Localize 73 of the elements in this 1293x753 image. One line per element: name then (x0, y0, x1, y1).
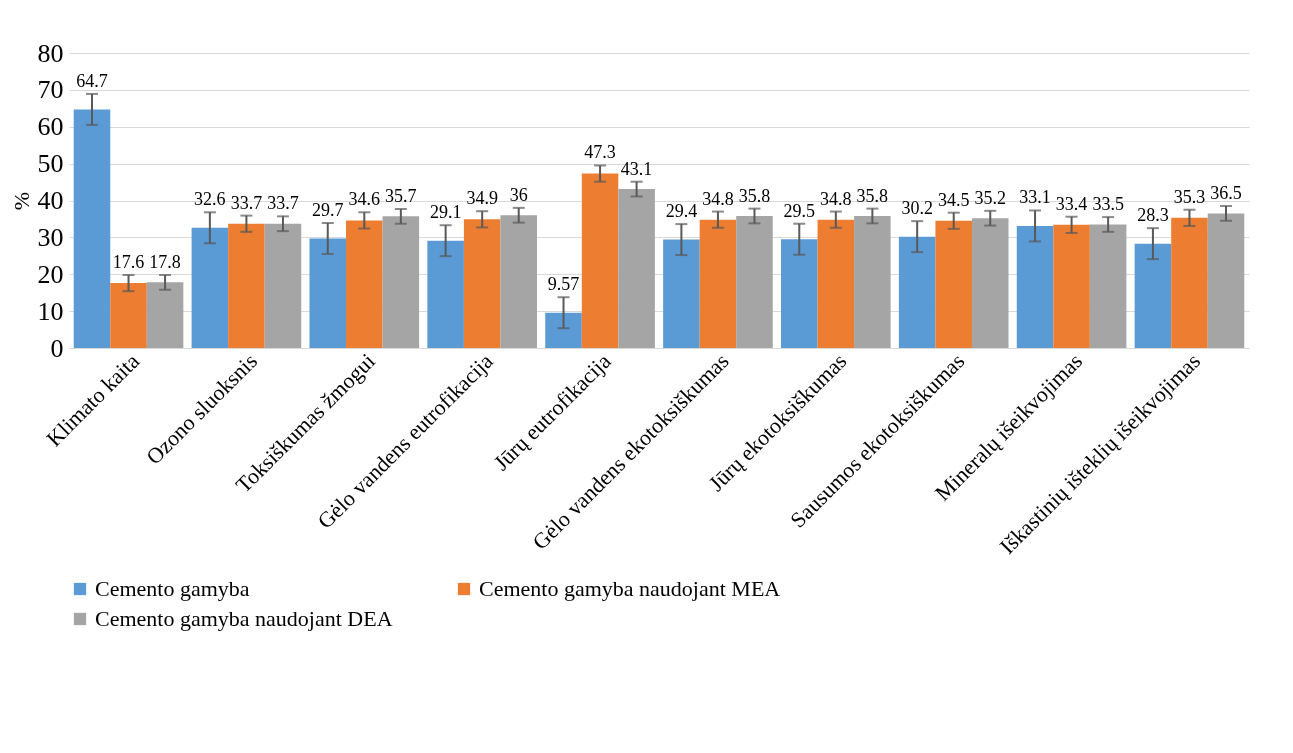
legend-label: Cemento gamyba naudojant MEA (479, 576, 781, 601)
data-label: 30.2 (901, 198, 933, 219)
bar (500, 215, 537, 348)
data-label: 34.8 (702, 188, 734, 209)
data-label: 33.7 (267, 193, 299, 214)
data-label: 33.7 (230, 192, 263, 213)
data-label: 33.1 (1019, 187, 1051, 208)
data-label: 28.3 (1137, 205, 1169, 226)
bar (1171, 217, 1208, 348)
data-label: 29.5 (783, 200, 816, 221)
bar (463, 219, 501, 348)
bar (663, 239, 700, 348)
bar (264, 223, 302, 348)
data-label: 35.3 (1173, 186, 1206, 207)
bar (346, 220, 383, 348)
bar (898, 236, 936, 348)
bar (191, 227, 229, 348)
data-label: 35.8 (738, 185, 771, 206)
bar (146, 282, 184, 348)
bar (1207, 213, 1245, 348)
bar (618, 189, 655, 348)
data-label: 33.4 (1055, 193, 1088, 214)
data-label: 29.7 (312, 199, 344, 220)
data-label: 9.57 (547, 274, 580, 295)
data-label: 34.6 (348, 189, 381, 210)
bar (699, 219, 737, 348)
y-tick-label: 0 (50, 333, 64, 363)
data-label: 64.7 (76, 70, 108, 91)
bar (382, 216, 420, 348)
data-label: 35.8 (856, 185, 889, 206)
data-label: 36 (509, 184, 528, 205)
data-label: 33.5 (1092, 194, 1124, 215)
bar (581, 173, 619, 348)
data-label: 35.7 (385, 185, 417, 206)
data-label: 47.3 (584, 142, 616, 163)
data-label: 36.5 (1210, 183, 1242, 204)
bar (1016, 225, 1054, 348)
data-label: 34.8 (820, 188, 852, 209)
y-tick-label: 30 (37, 222, 64, 252)
data-label: 32.6 (194, 189, 226, 210)
bar (817, 219, 855, 348)
bar (736, 215, 773, 348)
y-tick-label: 20 (37, 259, 64, 289)
data-label: 34.5 (937, 189, 970, 210)
bar (545, 312, 582, 348)
y-axis-title: % (8, 191, 34, 211)
y-tick-label: 60 (37, 112, 64, 142)
bar (1053, 224, 1090, 348)
y-tick-label: 50 (37, 149, 64, 179)
bar (781, 239, 818, 348)
data-label: 34.9 (466, 188, 498, 209)
data-label: 17.8 (149, 251, 181, 272)
data-label: 43.1 (620, 158, 653, 179)
data-label: 17.6 (112, 251, 145, 272)
y-tick-label: 40 (37, 186, 64, 215)
y-tick-label: 70 (37, 75, 64, 105)
data-label: 29.1 (429, 202, 462, 223)
bar (935, 220, 972, 348)
bar (73, 109, 111, 348)
legend-label: Cemento gamyba (95, 576, 250, 601)
bar (854, 215, 891, 348)
y-tick-label: 10 (37, 296, 64, 326)
data-label: 35.2 (974, 187, 1006, 208)
bar (110, 283, 147, 348)
y-tick-label: 80 (37, 38, 64, 68)
bar (427, 240, 464, 348)
bar (971, 218, 1009, 348)
bar (1089, 224, 1127, 348)
bar (1134, 243, 1172, 348)
bar (309, 238, 347, 348)
legend-label: Cemento gamyba naudojant DEA (95, 606, 393, 631)
bar (228, 223, 265, 348)
data-label: 29.4 (665, 201, 698, 222)
